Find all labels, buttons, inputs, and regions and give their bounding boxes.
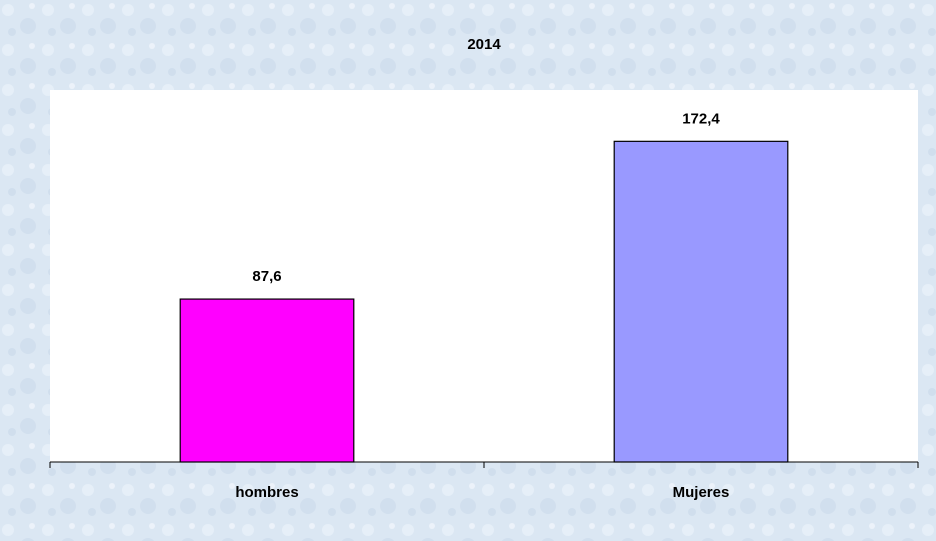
bar xyxy=(179,298,355,463)
x-tick-label: hombres xyxy=(235,484,298,501)
data-label: 172,4 xyxy=(682,110,720,127)
data-label: 87,6 xyxy=(252,268,281,285)
bar xyxy=(613,140,789,463)
x-tick-label: Mujeres xyxy=(673,484,730,501)
chart-title: 2014 xyxy=(467,36,501,53)
